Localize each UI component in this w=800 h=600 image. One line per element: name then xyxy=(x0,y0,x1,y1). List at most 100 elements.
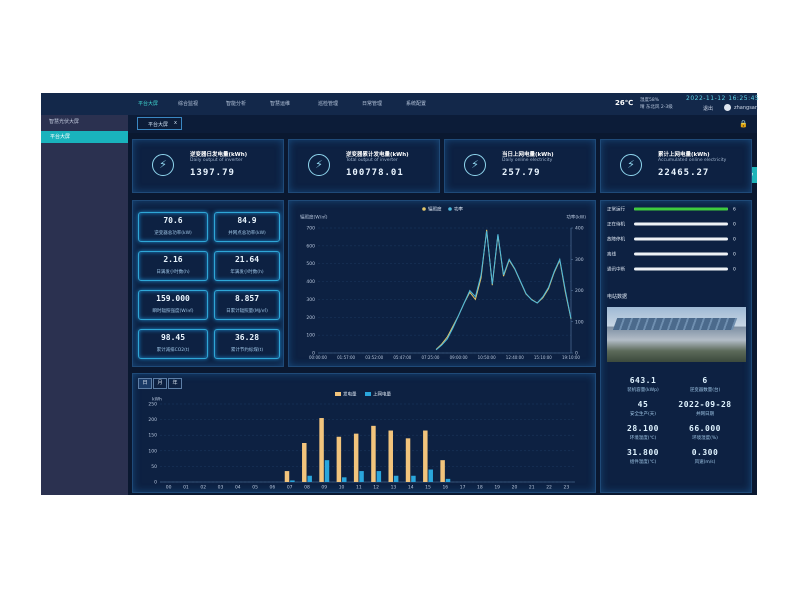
x-tick-label: 02 xyxy=(200,485,206,491)
kpi-subtitle: Daily online electricity xyxy=(502,158,553,163)
kpi-value: 22465.27 xyxy=(658,168,710,178)
x-tick-label: 17 xyxy=(460,485,466,491)
station-value: 31.800 xyxy=(627,448,659,457)
x-tick-label: 05:47:00 xyxy=(393,355,411,360)
kpi-icon: ⚡ xyxy=(152,154,174,176)
y2-tick-label: 100 xyxy=(575,319,584,325)
row-value: 0 xyxy=(733,237,736,243)
y-axis-label: kWh xyxy=(152,397,162,403)
nav-item[interactable]: 智能分析 xyxy=(226,101,247,107)
y-tick-label: 200 xyxy=(306,315,315,321)
kpi-value: 257.79 xyxy=(502,168,541,178)
sidebar-item[interactable]: 平台大屏 xyxy=(50,134,71,140)
metric-label: 年满发小时数(h) xyxy=(230,270,264,275)
bar xyxy=(393,475,399,482)
y-tick-label: 100 xyxy=(148,448,157,454)
bar xyxy=(342,477,347,482)
y2-tick-label: 200 xyxy=(575,288,584,294)
y-tick-label: 300 xyxy=(306,297,315,303)
sidebar-title: 智慧光伏大屏 xyxy=(49,119,80,125)
progress-track xyxy=(634,252,728,256)
bar xyxy=(359,471,364,482)
y-tick-label: 0 xyxy=(312,351,315,357)
station-label: 组件温度(℃) xyxy=(629,460,657,465)
station-label: 安全生产(天) xyxy=(629,412,656,417)
y-tick-label: 100 xyxy=(306,333,315,339)
x-tick-label: 07 xyxy=(287,485,293,491)
legend-label: 发电量 xyxy=(343,391,357,398)
metric-value: 159.000 xyxy=(156,294,190,303)
kpi-title: 当日上网电量(kWh) xyxy=(502,152,554,158)
kpi-icon: ⚡ xyxy=(620,154,642,176)
progress-track xyxy=(634,267,728,271)
x-tick-label: 15:10:00 xyxy=(534,355,552,360)
x-tick-label: 16 xyxy=(442,485,448,491)
bar xyxy=(290,480,295,482)
logout[interactable]: 退出 xyxy=(703,106,714,112)
bar-tab[interactable]: 月 xyxy=(153,378,167,389)
station-value: 28.100 xyxy=(627,424,659,433)
metric-label: 日累计辐照量(MJ/㎡) xyxy=(226,309,268,314)
lock-icon[interactable]: 🔒 xyxy=(739,120,748,128)
metric-tile xyxy=(214,212,280,242)
nav-item[interactable]: 智慧运维 xyxy=(270,101,291,107)
bar xyxy=(336,436,342,482)
station-value: 6 xyxy=(702,376,708,385)
line-series xyxy=(435,229,572,350)
weather-text: 晴 东北风 2-3级 xyxy=(640,105,673,110)
tab-label[interactable]: 平台大屏 xyxy=(148,122,169,128)
bar xyxy=(319,418,324,482)
x-tick-label: 15 xyxy=(425,485,431,491)
row-value: 0 xyxy=(733,252,736,258)
bar xyxy=(302,443,307,482)
station-label: 环境湿度(%) xyxy=(692,436,718,441)
metric-tile xyxy=(138,329,208,359)
x-tick-label: 21 xyxy=(529,485,535,491)
tab-close[interactable]: x xyxy=(174,120,177,126)
nav-item[interactable]: 系统配置 xyxy=(406,101,427,107)
x-tick-label: 14 xyxy=(408,485,414,491)
user-name[interactable]: zhangsan xyxy=(734,105,759,111)
x-tick-label: 10 xyxy=(339,485,345,491)
weather-temp: 26℃ xyxy=(615,99,634,107)
top-nav xyxy=(41,93,757,115)
x-tick-label: 09 xyxy=(321,485,327,491)
kpi-title: 逆变器日发电量(kWh) xyxy=(190,152,248,158)
x-tick-label: 03 xyxy=(218,485,224,491)
legend-marker xyxy=(365,392,371,396)
bar xyxy=(440,460,445,482)
x-tick-label: 11 xyxy=(356,485,362,491)
kpi-title: 累计上网电量(kWh) xyxy=(658,152,710,158)
sidebar xyxy=(41,115,128,495)
y2-axis-label: 功率(kW) xyxy=(566,214,586,221)
metric-tile xyxy=(138,251,208,281)
legend-marker xyxy=(422,207,426,211)
station-label: 并网日期 xyxy=(696,412,714,417)
bar xyxy=(284,471,290,482)
station-value: 643.1 xyxy=(629,376,657,385)
sidebar-item-bg[interactable] xyxy=(41,131,128,143)
metric-tile xyxy=(214,290,280,320)
metric-label: 日满发小时数(h) xyxy=(156,270,190,275)
nav-item[interactable]: 平台大屏 xyxy=(138,101,159,107)
nav-item[interactable]: 综合监视 xyxy=(178,101,199,107)
x-tick-label: 13 xyxy=(391,485,397,491)
nav-item[interactable]: 巡检管理 xyxy=(318,101,339,107)
bar-tab[interactable]: 年 xyxy=(168,378,182,389)
bar-tab[interactable]: 日 xyxy=(138,378,152,389)
metric-tile xyxy=(138,290,208,320)
y-tick-label: 500 xyxy=(306,261,315,267)
legend-label: 功率 xyxy=(454,206,463,213)
row-label: 故障停机 xyxy=(607,236,625,243)
y-tick-label: 0 xyxy=(154,480,157,486)
bar xyxy=(428,469,433,482)
tab-box xyxy=(137,117,182,130)
row-label: 正在待机 xyxy=(607,221,625,228)
kpi-value: 1397.79 xyxy=(190,168,235,178)
metric-label: 并网点总功率(kW) xyxy=(228,231,266,236)
legend-label: 上网电量 xyxy=(373,391,391,398)
kpi-subtitle: Daily output of inverter xyxy=(190,158,243,163)
row-value: 6 xyxy=(733,207,736,213)
y-tick-label: 200 xyxy=(148,417,157,423)
nav-item[interactable]: 日常管理 xyxy=(362,101,383,107)
